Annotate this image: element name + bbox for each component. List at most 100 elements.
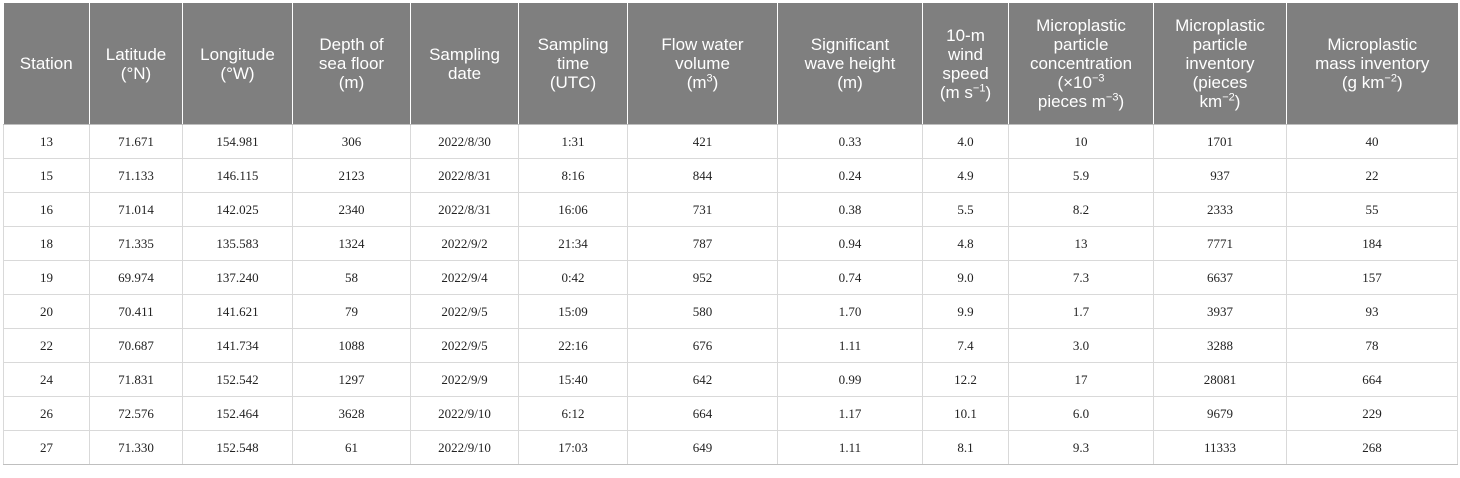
table-cell: 2022/9/9 [410,362,519,397]
table-cell: 2022/9/10 [410,430,519,465]
table-cell: 78 [1286,328,1458,363]
table-cell: 5.5 [922,192,1009,227]
header-line: (m) [338,73,365,92]
table-cell: 24 [3,362,90,397]
table-cell: 1701 [1153,124,1287,159]
header-row: Station Latitude (°N) Longitude (°W) Depth of… [3,3,1458,125]
table-cell: 71.831 [89,362,183,397]
table-cell: 0:42 [518,260,628,295]
header-line: Sampling [537,35,609,54]
table-cell: 157 [1286,260,1458,295]
table-cell: 71.330 [89,430,183,465]
table-cell: 6637 [1153,260,1287,295]
table-cell: 1.11 [777,430,923,465]
table-cell: 642 [627,362,778,397]
table-cell: 26 [3,396,90,431]
table-cell: 152.464 [182,396,293,431]
table-cell: 676 [627,328,778,363]
header-line: Sampling [429,44,500,64]
table-cell: 2022/9/5 [410,294,519,329]
column-header: Microplastic particle inventory (pieces km−2… [1153,3,1287,125]
column-header: 10-m wind speed (m s−1) [922,3,1009,125]
table-cell: 152.542 [182,362,293,397]
table-cell: 9679 [1153,396,1287,431]
header-unit: (m [686,73,707,92]
header-line: particle [1192,35,1248,54]
header-unit: (m s [939,82,973,102]
table-cell: 0.99 [777,362,923,397]
table-cell: 28081 [1153,362,1287,397]
table-cell: 0.74 [777,260,923,295]
column-header: Microplastic particle concentration (×10−3 p… [1008,3,1154,125]
header-line: (UTC) [549,73,597,92]
header-line: mass inventory [1315,54,1430,73]
table-cell: 55 [1286,192,1458,227]
header-line: wind [948,44,983,64]
table-cell: 1324 [292,226,411,261]
table-cell: 184 [1286,226,1458,261]
table-row: 22 70.687 141.734 1088 2022/9/5 22:16 676 1.11 7… [3,328,1458,363]
table-cell: 9.9 [922,294,1009,329]
table-cell: 3.0 [1008,328,1154,363]
table-row: 18 71.335 135.583 1324 2022/9/2 21:34 787 0.94 4… [3,226,1458,261]
table-cell: 17:03 [518,430,628,465]
table-row: 20 70.411 141.621 79 2022/9/5 15:09 580 1.70 9.9… [3,294,1458,329]
table-cell: 58 [292,260,411,295]
table-cell: 20 [3,294,90,329]
table-cell: 0.38 [777,192,923,227]
header-line: Station [19,54,73,73]
header-line: inventory [1185,54,1255,73]
column-header: Significant wave height (m) [777,3,923,125]
table-row: 24 71.831 152.542 1297 2022/9/9 15:40 642 0.99 1… [3,362,1458,397]
header-line: Microplastic [1327,35,1418,54]
table-container: Station Latitude (°N) Longitude (°W) Depth of… [3,3,1458,465]
table-cell: 70.687 [89,328,183,363]
table-cell: 2022/8/30 [410,124,519,159]
table-cell: 10.1 [922,396,1009,431]
table-cell: 10 [1008,124,1154,159]
table-cell: 7.3 [1008,260,1154,295]
header-line: Significant [810,35,890,54]
header-unit-tail: ) [1118,92,1125,111]
table-cell: 6.0 [1008,396,1154,431]
table-cell: 135.583 [182,226,293,261]
table-cell: 2333 [1153,192,1287,227]
table-cell: 4.8 [922,226,1009,261]
table-cell: 9.0 [922,260,1009,295]
header-line: volume [675,54,730,73]
header-line: Latitude [105,44,167,64]
table-cell: 11333 [1153,430,1287,465]
table-row: 13 71.671 154.981 306 2022/8/30 1:31 421 0.33 4.… [3,124,1458,159]
table-cell: 306 [292,124,411,159]
table-cell: 2123 [292,158,411,193]
table-cell: 22:16 [518,328,628,363]
table-cell: 40 [1286,124,1458,159]
table-cell: 2022/9/2 [410,226,519,261]
column-header: Flow water volume (m3) [627,3,778,125]
table-cell: 1.11 [777,328,923,363]
table-cell: 69.974 [89,260,183,295]
header-line: (°N) [120,63,152,83]
header-unit-exponent: −3 [1091,72,1105,85]
table-cell: 649 [627,430,778,465]
table-cell: 13 [1008,226,1154,261]
table-cell: 7771 [1153,226,1287,261]
header-line: particle [1053,35,1109,54]
table-cell: 229 [1286,396,1458,431]
table-cell: 13 [3,124,90,159]
data-table: Station Latitude (°N) Longitude (°W) Depth of… [3,3,1458,465]
column-header: Latitude (°N) [89,3,183,125]
table-cell: 3937 [1153,294,1287,329]
table-cell: 8.2 [1008,192,1154,227]
table-cell: 21:34 [518,226,628,261]
header-line: (pieces [1192,73,1248,92]
table-row: 26 72.576 152.464 3628 2022/9/10 6:12 664 1.17 1… [3,396,1458,431]
table-row: 16 71.014 142.025 2340 2022/8/31 16:06 731 0.38… [3,192,1458,227]
header-unit-tail: ) [712,73,719,92]
header-unit-exponent: −3 [1105,91,1119,104]
table-cell: 71.014 [89,192,183,227]
table-cell: 0.24 [777,158,923,193]
table-cell: 142.025 [182,192,293,227]
table-cell: 2340 [292,192,411,227]
table-row: 19 69.974 137.240 58 2022/9/4 0:42 952 0.74 9.0 7… [3,260,1458,295]
